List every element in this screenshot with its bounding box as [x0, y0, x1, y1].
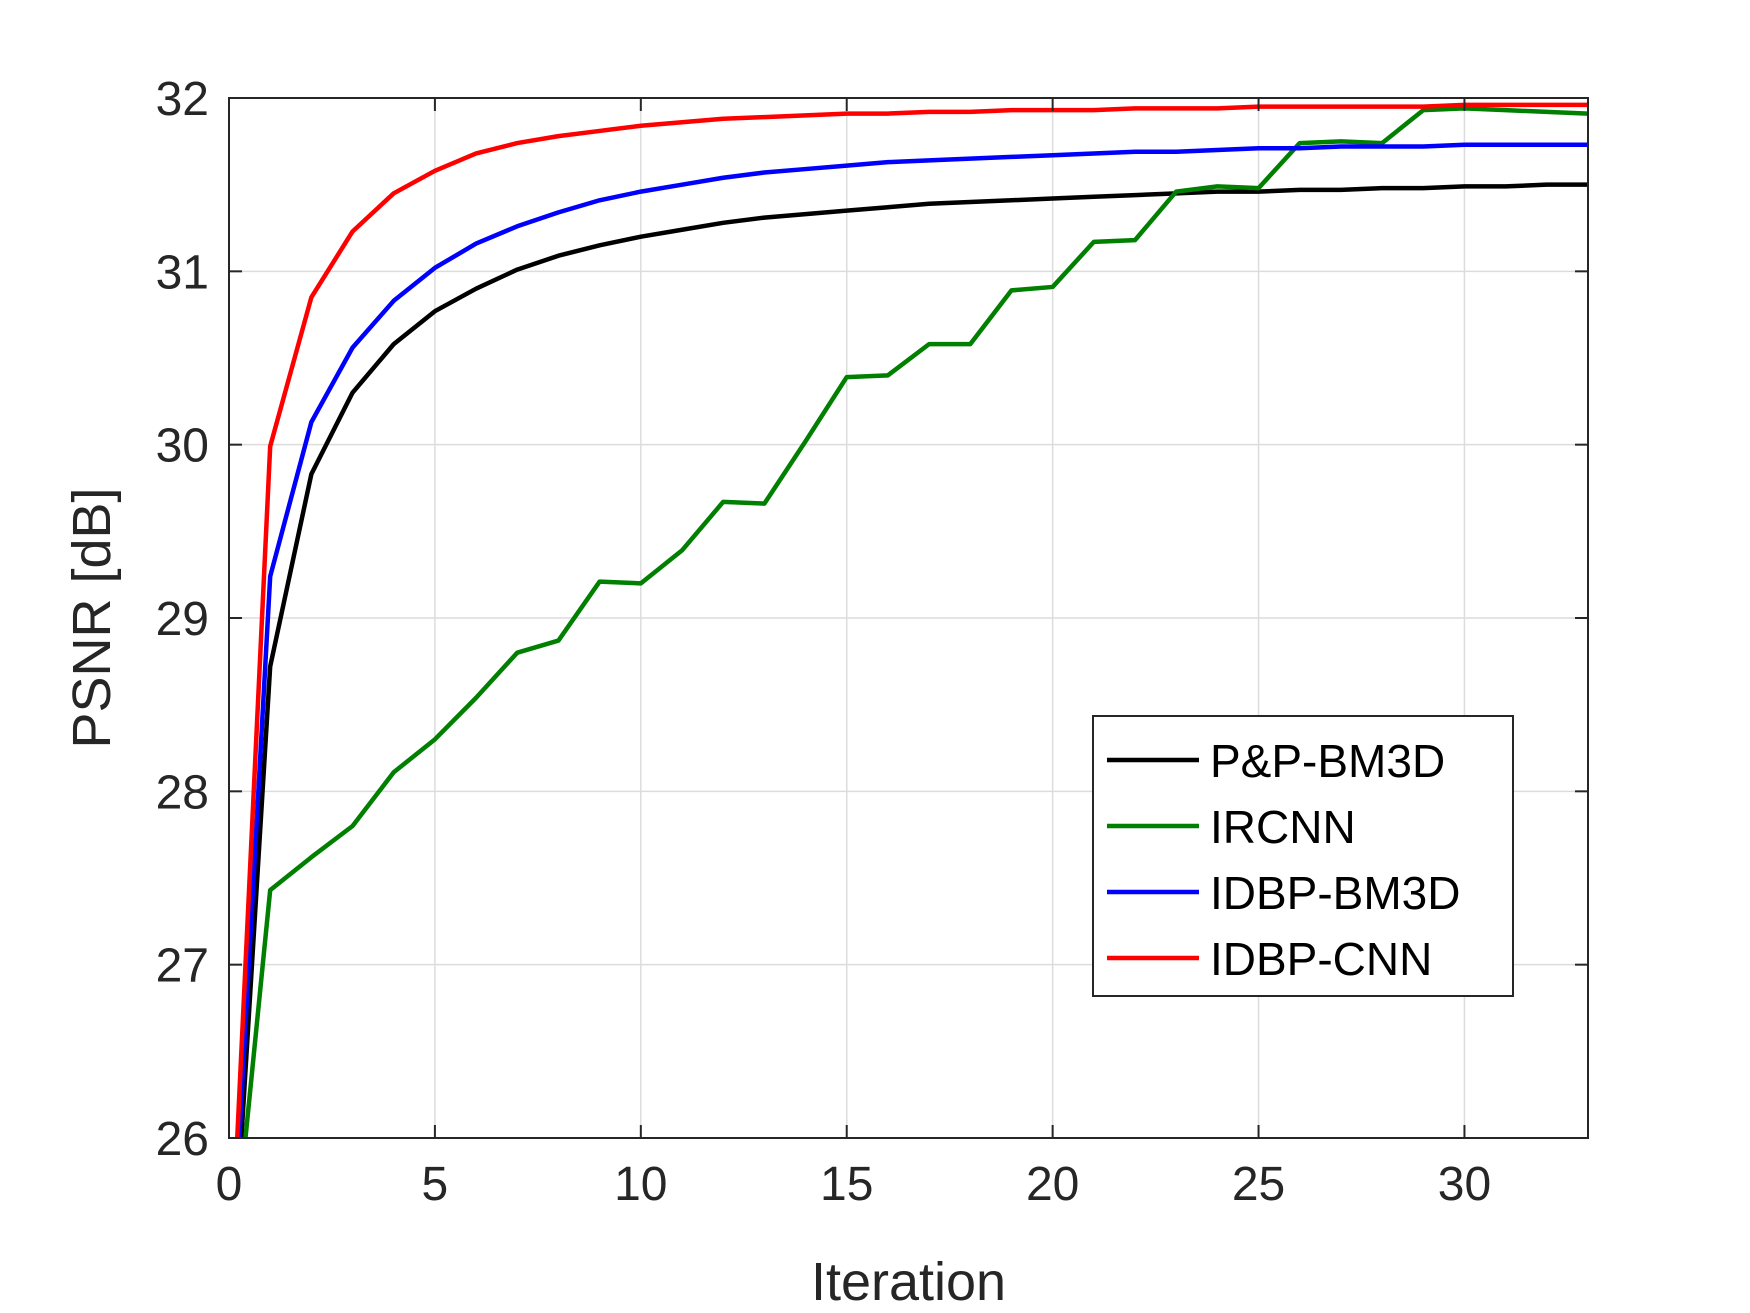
x-tick-label: 0: [216, 1158, 243, 1211]
legend: P&P-BM3D IRCNN IDBP-BM3D IDBP-CNN: [1092, 715, 1514, 997]
x-tick-label: 15: [820, 1158, 873, 1211]
y-tick-label: 30: [156, 420, 209, 473]
legend-label: IDBP-CNN: [1210, 933, 1432, 985]
series-layer: [234, 102, 1588, 1138]
x-tick-label: 25: [1232, 1158, 1285, 1211]
series-line-p-p-bm3d: [239, 182, 1588, 1138]
y-tick-label: 28: [156, 766, 209, 819]
legend-label: IRCNN: [1210, 801, 1356, 853]
x-tick-label: 5: [422, 1158, 449, 1211]
y-tick-label: 26: [156, 1113, 209, 1166]
y-axis-label: PSNR [dB]: [62, 487, 122, 748]
series-line-ircnn: [243, 106, 1588, 1138]
x-axis-label: Iteration: [811, 1252, 1006, 1312]
y-tick-label: 32: [156, 73, 209, 126]
legend-label: IDBP-BM3D: [1210, 867, 1460, 919]
y-tick-label: 29: [156, 593, 209, 646]
tick-labels: 0 5 10 15 20 25 30 26 27 28 29 30 31 32: [156, 73, 1492, 1211]
y-tick-label: 27: [156, 940, 209, 993]
x-tick-label: 20: [1026, 1158, 1079, 1211]
x-tick-label: 10: [614, 1158, 667, 1211]
series-line-idbp-cnn: [234, 102, 1588, 1138]
x-tick-label: 30: [1438, 1158, 1491, 1211]
y-tick-label: 31: [156, 246, 209, 299]
axis-ticks: [228, 97, 1588, 1139]
legend-label: P&P-BM3D: [1210, 735, 1445, 787]
series-line-idbp-bm3d: [237, 142, 1588, 1138]
legend-box: [1092, 715, 1514, 997]
